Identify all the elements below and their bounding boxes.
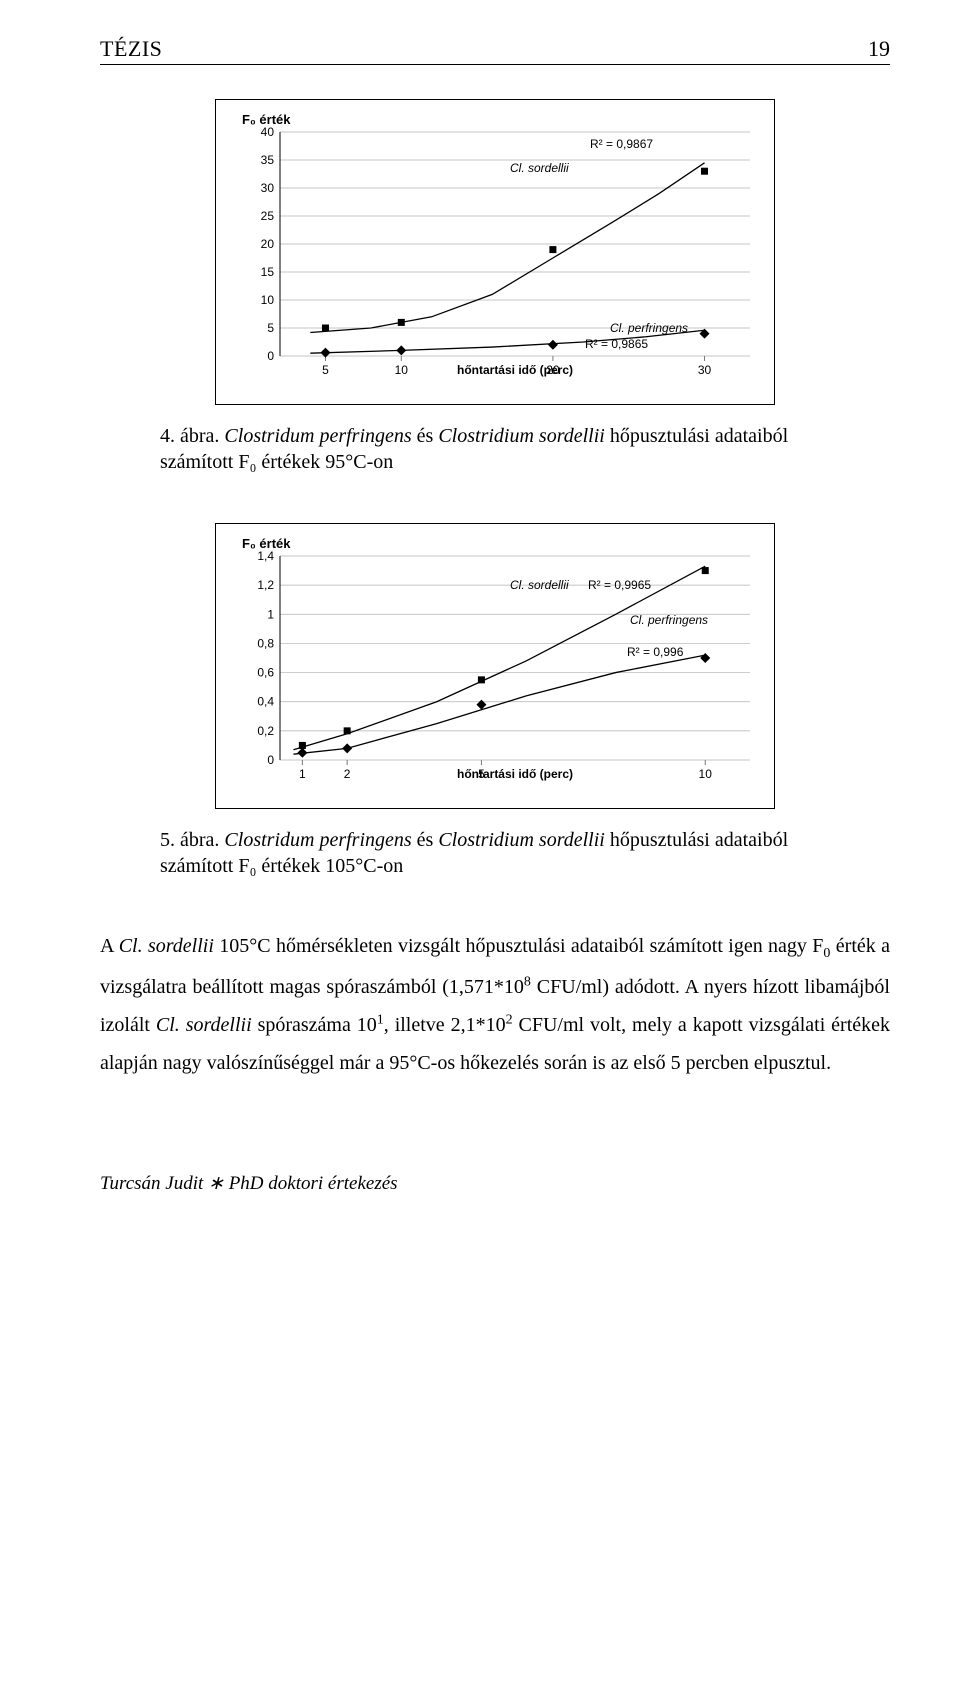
body-text: spóraszáma 10	[252, 1014, 377, 1036]
svg-text:10: 10	[261, 293, 275, 307]
svg-text:0,8: 0,8	[257, 636, 274, 650]
svg-text:1: 1	[299, 767, 306, 781]
svg-text:10: 10	[699, 767, 713, 781]
svg-text:Cl. sordellii: Cl. sordellii	[510, 161, 569, 175]
svg-text:R² = 0,9865: R² = 0,9865	[585, 337, 648, 351]
svg-text:Cl. perfringens: Cl. perfringens	[610, 321, 688, 335]
svg-text:0: 0	[267, 349, 274, 363]
page-header: TÉZIS 19	[100, 36, 890, 62]
svg-text:R² = 0,9965: R² = 0,9965	[588, 578, 651, 592]
svg-text:30: 30	[261, 181, 275, 195]
superscript: 2	[506, 1012, 513, 1027]
caption-text: és	[412, 425, 439, 447]
body-text: A	[100, 935, 119, 957]
body-italic: Cl. sordellii	[156, 1014, 252, 1036]
caption-prefix: 5. ábra.	[160, 829, 224, 851]
superscript: 8	[524, 974, 531, 989]
svg-text:20: 20	[261, 237, 275, 251]
header-page-number: 19	[868, 36, 890, 62]
svg-text:hőntartási idő (perc): hőntartási idő (perc)	[457, 363, 573, 377]
header-rule	[100, 64, 890, 65]
figure-5-caption: 5. ábra. Clostridum perfringens és Clost…	[160, 827, 830, 879]
superscript: 1	[377, 1012, 384, 1027]
figure-4-caption: 4. ábra. Clostridum perfringens és Clost…	[160, 423, 830, 475]
figure-5-chart: F₀ érték00,20,40,60,811,21,412510hőntart…	[215, 523, 775, 809]
svg-text:R² = 0,9867: R² = 0,9867	[590, 137, 653, 151]
footer: Turcsán Judit ∗ PhD doktori értekezés	[100, 1172, 890, 1195]
svg-text:2: 2	[344, 767, 351, 781]
svg-text:0,6: 0,6	[257, 666, 274, 680]
body-text: 105°C hőmérsékleten vizsgált hőpusztulás…	[214, 935, 824, 957]
svg-text:Cl. perfringens: Cl. perfringens	[630, 613, 708, 627]
svg-text:5: 5	[267, 321, 274, 335]
svg-text:R² = 0,996: R² = 0,996	[627, 645, 684, 659]
caption-italic: Clostridum perfringens	[224, 829, 411, 851]
svg-text:0: 0	[267, 753, 274, 767]
svg-text:hőntartási idő (perc): hőntartási idő (perc)	[457, 767, 573, 781]
body-italic: Cl. sordellii	[119, 935, 214, 957]
body-text: , illetve 2,1*10	[384, 1014, 506, 1036]
caption-prefix: 4. ábra.	[160, 425, 224, 447]
svg-text:0,4: 0,4	[257, 695, 274, 709]
svg-text:1,4: 1,4	[257, 549, 274, 563]
svg-text:30: 30	[698, 363, 712, 377]
chart-svg-2: F₀ érték00,20,40,60,811,21,412510hőntart…	[230, 534, 760, 794]
svg-text:Cl. sordellii: Cl. sordellii	[510, 578, 569, 592]
header-title: TÉZIS	[100, 36, 162, 62]
caption-italic: Clostridum perfringens	[224, 425, 411, 447]
svg-text:1: 1	[267, 607, 274, 621]
svg-text:1,2: 1,2	[257, 578, 274, 592]
figure-4-chart: F₀ érték05101520253035405102030hőntartás…	[215, 99, 775, 405]
body-paragraph: A Cl. sordellii 105°C hőmérsékleten vizs…	[100, 927, 890, 1082]
svg-text:25: 25	[261, 209, 275, 223]
caption-text: és	[412, 829, 439, 851]
svg-text:5: 5	[322, 363, 329, 377]
svg-text:35: 35	[261, 153, 275, 167]
svg-text:40: 40	[261, 125, 275, 139]
svg-text:0,2: 0,2	[257, 724, 274, 738]
svg-text:15: 15	[261, 265, 275, 279]
chart-svg-1: F₀ érték05101520253035405102030hőntartás…	[230, 110, 760, 390]
caption-italic: Clostridium sordellii	[438, 829, 605, 851]
caption-italic: Clostridium sordellii	[438, 425, 605, 447]
svg-text:10: 10	[395, 363, 409, 377]
